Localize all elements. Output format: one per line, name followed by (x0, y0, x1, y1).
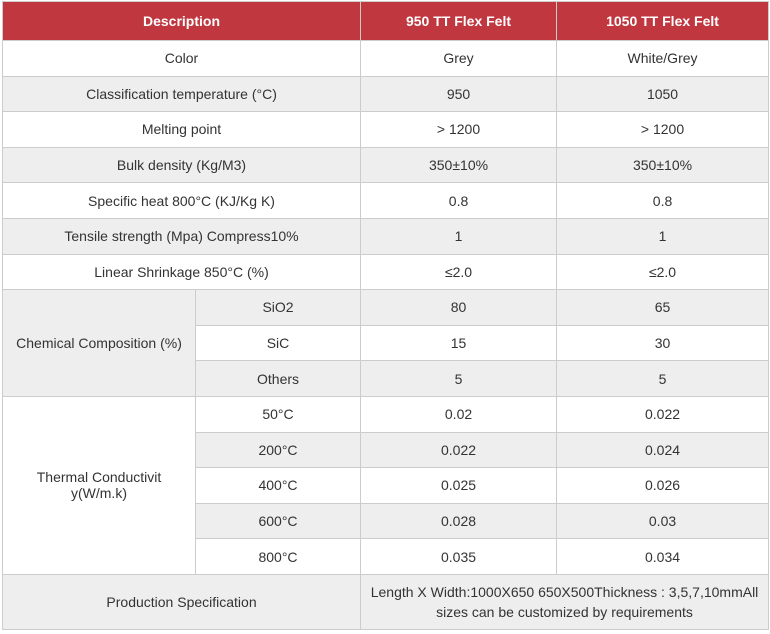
cell-950: 0.022 (360, 431, 558, 469)
row-classification-temperature: Classification temperature (°C) 950 1050 (1, 75, 770, 113)
chemical-item-name: SiC (194, 324, 362, 362)
cell-1050: 0.034 (556, 538, 770, 575)
cell-950: 1 (360, 217, 558, 255)
cell-1050: 65 (556, 289, 770, 326)
production-specification-value: Length X Width:1000X650 650X500Thickness… (360, 573, 770, 630)
thermal-temp: 400°C (194, 467, 362, 504)
cell-950: > 1200 (360, 111, 558, 148)
thermal-temp: 800°C (194, 538, 362, 575)
header-1050: 1050 TT Flex Felt (556, 1, 770, 41)
row-label: Color (1, 40, 362, 77)
thermal-conductivity-label: Thermal Conductivit y(W/m.k) (2, 395, 196, 575)
cell-1050: 1050 (556, 75, 770, 113)
row-color: Color Grey White/Grey (1, 40, 770, 77)
row-chemical-sio2: Chemical Composition (%) SiO2 80 65 (2, 289, 770, 397)
cell-1050: White/Grey (556, 40, 770, 77)
cell-1050: 0.026 (556, 467, 770, 504)
cell-950: 350±10% (360, 146, 558, 184)
row-label: Tensile strength (Mpa) Compress10% (1, 217, 362, 255)
row-thermal-200: 200°C 0.022 0.024 (3, 431, 770, 469)
production-spec-line-2: sizes can be customized by requirements (436, 603, 693, 620)
cell-1050: 0.022 (556, 395, 770, 433)
cell-1050: 1 (556, 217, 770, 255)
production-spec-line-1: Length X Width:1000X650 650X500Thickness… (370, 583, 759, 600)
cell-1050: ≤2.0 (556, 253, 770, 291)
header-row: Description 950 TT Flex Felt 1050 TT Fle… (1, 1, 770, 41)
row-thermal-600: 600°C 0.028 0.03 (3, 502, 770, 540)
row-tensile-strength: Tensile strength (Mpa) Compress10% 1 1 (1, 217, 770, 255)
row-bulk-density: Bulk density (Kg/M3) 350±10% 350±10% (1, 146, 770, 184)
row-thermal-800: 800°C 0.035 0.034 (3, 538, 770, 575)
cell-950: 0.8 (360, 182, 558, 219)
cell-1050: 5 (556, 360, 770, 397)
cell-1050: 0.8 (556, 182, 770, 219)
cell-1050: > 1200 (556, 111, 770, 148)
cell-950: 5 (360, 360, 558, 397)
chemical-composition-label: Chemical Composition (%) (2, 289, 196, 397)
thermal-temp: 600°C (194, 502, 362, 540)
cell-1050: 30 (556, 324, 770, 362)
production-specification-label: Production Specification (1, 573, 362, 630)
row-linear-shrinkage: Linear Shrinkage 850°C (%) ≤2.0 ≤2.0 (1, 253, 770, 291)
cell-1050: 0.024 (556, 431, 770, 469)
header-description: Description (1, 1, 362, 41)
row-melting-point: Melting point > 1200 > 1200 (1, 111, 770, 148)
chemical-item-name: Others (194, 360, 362, 397)
row-specific-heat: Specific heat 800°C (KJ/Kg K) 0.8 0.8 (1, 182, 770, 219)
cell-950: 80 (360, 289, 558, 326)
cell-950: 0.02 (360, 395, 558, 433)
row-chemical-others: Others 5 5 (3, 360, 770, 397)
cell-950: 950 (360, 75, 558, 113)
cell-950: Grey (360, 40, 558, 77)
row-label: Specific heat 800°C (KJ/Kg K) (1, 182, 362, 219)
row-label: Bulk density (Kg/M3) (1, 146, 362, 184)
row-thermal-50: Thermal Conductivit y(W/m.k) 50°C 0.02 0… (2, 395, 770, 575)
row-label: Classification temperature (°C) (1, 75, 362, 113)
cell-950: 15 (360, 324, 558, 362)
cell-1050: 350±10% (556, 146, 770, 184)
thermal-temp: 200°C (194, 431, 362, 469)
thermal-temp: 50°C (194, 395, 362, 433)
row-production-specification: Production Specification Length X Width:… (1, 573, 770, 630)
cell-950: ≤2.0 (360, 253, 558, 291)
cell-950: 0.028 (360, 502, 558, 540)
cell-1050: 0.03 (556, 502, 770, 540)
header-950: 950 TT Flex Felt (360, 1, 558, 41)
cell-950: 0.025 (360, 467, 558, 504)
row-label: Melting point (1, 111, 362, 148)
chemical-item-name: SiO2 (194, 289, 362, 326)
row-chemical-sic: SiC 15 30 (3, 324, 770, 362)
cell-950: 0.035 (360, 538, 558, 575)
row-label: Linear Shrinkage 850°C (%) (1, 253, 362, 291)
